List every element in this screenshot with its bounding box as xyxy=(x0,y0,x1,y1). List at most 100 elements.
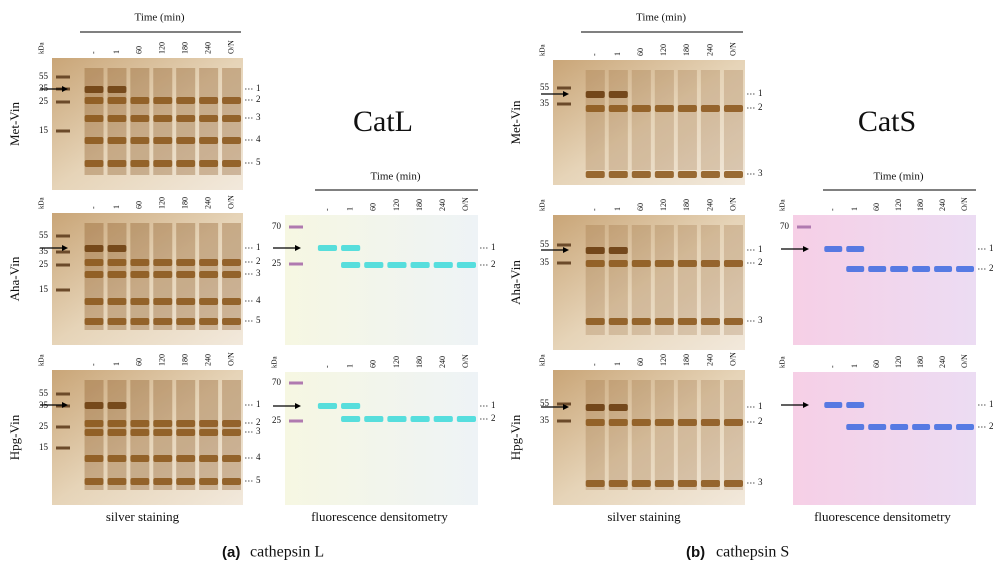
kda-label: kDa xyxy=(539,43,547,56)
marker-label: 25 xyxy=(39,96,49,106)
lane-label: 180 xyxy=(916,199,925,211)
gel-smear xyxy=(107,223,126,330)
gel-band xyxy=(434,262,453,268)
gel-band xyxy=(434,416,453,422)
kda-label: kDa xyxy=(38,41,46,54)
method-label: fluorescence densitometry xyxy=(814,509,951,524)
ladder-band xyxy=(557,244,571,247)
ladder-band xyxy=(56,101,70,104)
time-title: Time (min) xyxy=(134,12,184,24)
time-title: Time (min) xyxy=(873,171,923,183)
marker-label: 25 xyxy=(272,415,282,425)
gel-smear xyxy=(678,225,697,335)
lane-label: 240 xyxy=(705,354,714,366)
lane-label: 120 xyxy=(894,199,903,211)
band-label: 2 xyxy=(758,416,763,426)
gel-band xyxy=(364,262,383,268)
lane-label: O/N xyxy=(226,352,235,366)
lane-label: O/N xyxy=(728,42,737,56)
band-label: 2 xyxy=(256,94,261,104)
lane-label: 1 xyxy=(345,364,354,368)
gel-smear xyxy=(632,70,651,170)
gel-band xyxy=(868,266,886,272)
band-label: 5 xyxy=(256,315,261,325)
band-label: 4 xyxy=(256,452,261,462)
marker-label: 35 xyxy=(39,246,49,256)
kda-label: kDa xyxy=(271,355,279,368)
kda-label: kDa xyxy=(779,355,787,368)
gel-band xyxy=(411,416,430,422)
kda-label: kDa xyxy=(539,198,547,211)
ladder-band xyxy=(56,235,70,238)
ladder-band xyxy=(557,420,571,423)
gel-band xyxy=(457,416,476,422)
lane-label: 60 xyxy=(872,360,881,368)
lane-label: - xyxy=(828,365,837,368)
lane-label: 180 xyxy=(916,356,925,368)
band-label: 3 xyxy=(758,168,763,178)
gel-image xyxy=(285,372,478,505)
caption-tag: (b) xyxy=(686,544,705,561)
gel-smear xyxy=(632,225,651,335)
row-label: Met-Vin xyxy=(508,100,523,144)
lane-label: 60 xyxy=(636,358,645,366)
lane-label: 1 xyxy=(345,207,354,211)
lane-label: 120 xyxy=(158,42,167,54)
marker-label: 55 xyxy=(39,388,49,398)
lane-label: O/N xyxy=(226,40,235,54)
kda-label: kDa xyxy=(779,198,787,211)
row-label: Hpg-Vin xyxy=(508,414,523,460)
band-label: 1 xyxy=(491,242,496,252)
gel-band xyxy=(318,245,337,251)
marker-label: 35 xyxy=(39,400,49,410)
kda-label: kDa xyxy=(38,196,46,209)
time-title: Time (min) xyxy=(370,171,420,183)
lane-label: 180 xyxy=(181,354,190,366)
protein-label: CatL xyxy=(353,105,413,138)
marker-label: 25 xyxy=(39,421,49,431)
gel-band xyxy=(457,262,476,268)
gel-smear xyxy=(176,380,195,490)
marker-label: 25 xyxy=(272,258,282,268)
band-label: 2 xyxy=(989,263,994,273)
gel-smear xyxy=(655,380,674,490)
ladder-band xyxy=(56,289,70,292)
ladder-band xyxy=(289,420,303,423)
caption-tag: (a) xyxy=(222,544,240,561)
ladder-band xyxy=(557,103,571,106)
gel-smear xyxy=(222,223,241,330)
row-label: Aha-Vin xyxy=(7,256,22,301)
gel-smear xyxy=(153,380,172,490)
gel-smear xyxy=(701,70,720,170)
gel-band xyxy=(364,416,383,422)
lane-label: 1 xyxy=(613,362,622,366)
lane-label: 120 xyxy=(659,354,668,366)
gel-image xyxy=(793,215,976,345)
marker-label: 25 xyxy=(39,259,49,269)
marker-label: 55 xyxy=(540,239,550,249)
lane-label: 120 xyxy=(158,354,167,366)
gel-band xyxy=(912,266,930,272)
gel-band xyxy=(846,402,864,408)
gel-band xyxy=(586,171,605,178)
band-label: 1 xyxy=(256,83,261,93)
gel-smear xyxy=(632,380,651,490)
lane-label: 240 xyxy=(203,354,212,366)
lane-label: O/N xyxy=(461,197,470,211)
gel-smear xyxy=(199,223,218,330)
lane-label: 60 xyxy=(369,203,378,211)
gel-smear xyxy=(609,225,628,335)
gel-band xyxy=(701,171,720,178)
band-label: 3 xyxy=(758,477,763,487)
gel-band xyxy=(912,424,930,430)
lane-label: 60 xyxy=(135,46,144,54)
lane-label: 240 xyxy=(938,356,947,368)
lane-label: 1 xyxy=(613,207,622,211)
band-label: 4 xyxy=(256,134,261,144)
gel-band xyxy=(341,403,360,409)
ladder-band xyxy=(557,87,571,90)
lane-label: 180 xyxy=(682,199,691,211)
gel-smear xyxy=(130,380,149,490)
lane-label: - xyxy=(590,363,599,366)
lane-label: O/N xyxy=(728,197,737,211)
